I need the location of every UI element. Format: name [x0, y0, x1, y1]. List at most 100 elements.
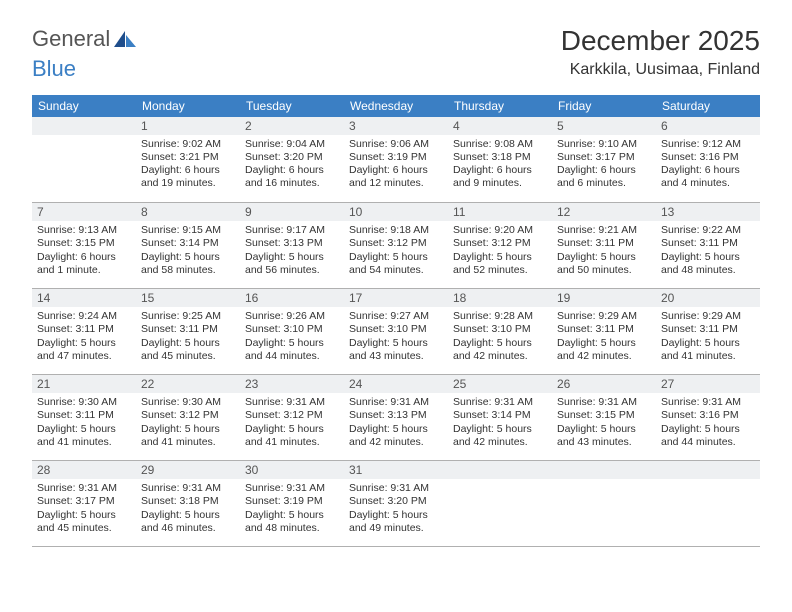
sunset-text: Sunset: 3:11 PM: [141, 323, 235, 336]
sunrise-text: Sunrise: 9:13 AM: [37, 224, 131, 237]
location: Karkkila, Uusimaa, Finland: [561, 61, 760, 79]
calendar-week-row: 28Sunrise: 9:31 AMSunset: 3:17 PMDayligh…: [32, 461, 760, 547]
sunrise-text: Sunrise: 9:31 AM: [245, 396, 339, 409]
day-number: 22: [136, 375, 240, 393]
daylight-text: Daylight: 6 hours and 9 minutes.: [453, 164, 547, 190]
day-number: 14: [32, 289, 136, 307]
sunset-text: Sunset: 3:20 PM: [245, 151, 339, 164]
daylight-text: Daylight: 6 hours and 4 minutes.: [661, 164, 755, 190]
daylight-text: Daylight: 5 hours and 41 minutes.: [141, 423, 235, 449]
sunset-text: Sunset: 3:16 PM: [661, 409, 755, 422]
sunrise-text: Sunrise: 9:18 AM: [349, 224, 443, 237]
day-content: Sunrise: 9:31 AMSunset: 3:19 PMDaylight:…: [240, 479, 344, 539]
day-number: 17: [344, 289, 448, 307]
day-content: Sunrise: 9:08 AMSunset: 3:18 PMDaylight:…: [448, 135, 552, 195]
day-content: Sunrise: 9:30 AMSunset: 3:12 PMDaylight:…: [136, 393, 240, 453]
daylight-text: Daylight: 5 hours and 41 minutes.: [661, 337, 755, 363]
sunrise-text: Sunrise: 9:28 AM: [453, 310, 547, 323]
daylight-text: Daylight: 5 hours and 42 minutes.: [453, 423, 547, 449]
day-content: Sunrise: 9:28 AMSunset: 3:10 PMDaylight:…: [448, 307, 552, 367]
sunrise-text: Sunrise: 9:06 AM: [349, 138, 443, 151]
sunset-text: Sunset: 3:11 PM: [37, 323, 131, 336]
calendar-week-row: 14Sunrise: 9:24 AMSunset: 3:11 PMDayligh…: [32, 289, 760, 375]
calendar-day-cell: 24Sunrise: 9:31 AMSunset: 3:13 PMDayligh…: [344, 375, 448, 461]
sunset-text: Sunset: 3:18 PM: [453, 151, 547, 164]
sunset-text: Sunset: 3:11 PM: [557, 237, 651, 250]
daylight-text: Daylight: 5 hours and 42 minutes.: [453, 337, 547, 363]
calendar-day-cell: 4Sunrise: 9:08 AMSunset: 3:18 PMDaylight…: [448, 117, 552, 203]
day-content: Sunrise: 9:17 AMSunset: 3:13 PMDaylight:…: [240, 221, 344, 281]
day-content: Sunrise: 9:22 AMSunset: 3:11 PMDaylight:…: [656, 221, 760, 281]
day-number: 28: [32, 461, 136, 479]
day-content: Sunrise: 9:13 AMSunset: 3:15 PMDaylight:…: [32, 221, 136, 281]
calendar-day-cell: [448, 461, 552, 547]
calendar-table: Sunday Monday Tuesday Wednesday Thursday…: [32, 95, 760, 548]
sunset-text: Sunset: 3:17 PM: [37, 495, 131, 508]
day-number: 31: [344, 461, 448, 479]
sunset-text: Sunset: 3:19 PM: [349, 151, 443, 164]
sunset-text: Sunset: 3:15 PM: [37, 237, 131, 250]
calendar-day-cell: 5Sunrise: 9:10 AMSunset: 3:17 PMDaylight…: [552, 117, 656, 203]
calendar-day-cell: 13Sunrise: 9:22 AMSunset: 3:11 PMDayligh…: [656, 203, 760, 289]
day-content: Sunrise: 9:31 AMSunset: 3:13 PMDaylight:…: [344, 393, 448, 453]
calendar-day-cell: 15Sunrise: 9:25 AMSunset: 3:11 PMDayligh…: [136, 289, 240, 375]
day-number: [32, 117, 136, 135]
sunrise-text: Sunrise: 9:24 AM: [37, 310, 131, 323]
sunset-text: Sunset: 3:13 PM: [245, 237, 339, 250]
day-number: 24: [344, 375, 448, 393]
sunset-text: Sunset: 3:12 PM: [453, 237, 547, 250]
sunrise-text: Sunrise: 9:30 AM: [37, 396, 131, 409]
sunrise-text: Sunrise: 9:12 AM: [661, 138, 755, 151]
sunrise-text: Sunrise: 9:04 AM: [245, 138, 339, 151]
sunrise-text: Sunrise: 9:31 AM: [349, 396, 443, 409]
sunrise-text: Sunrise: 9:15 AM: [141, 224, 235, 237]
day-content: Sunrise: 9:20 AMSunset: 3:12 PMDaylight:…: [448, 221, 552, 281]
day-content: Sunrise: 9:18 AMSunset: 3:12 PMDaylight:…: [344, 221, 448, 281]
sunset-text: Sunset: 3:16 PM: [661, 151, 755, 164]
day-number: 3: [344, 117, 448, 135]
sunset-text: Sunset: 3:19 PM: [245, 495, 339, 508]
daylight-text: Daylight: 5 hours and 41 minutes.: [245, 423, 339, 449]
sunset-text: Sunset: 3:18 PM: [141, 495, 235, 508]
day-number: 29: [136, 461, 240, 479]
sunrise-text: Sunrise: 9:22 AM: [661, 224, 755, 237]
daylight-text: Daylight: 6 hours and 1 minute.: [37, 251, 131, 277]
daylight-text: Daylight: 6 hours and 16 minutes.: [245, 164, 339, 190]
calendar-day-cell: [552, 461, 656, 547]
calendar-week-row: 7Sunrise: 9:13 AMSunset: 3:15 PMDaylight…: [32, 203, 760, 289]
sunrise-text: Sunrise: 9:31 AM: [349, 482, 443, 495]
calendar-day-cell: [656, 461, 760, 547]
calendar-day-cell: 30Sunrise: 9:31 AMSunset: 3:19 PMDayligh…: [240, 461, 344, 547]
daylight-text: Daylight: 5 hours and 42 minutes.: [557, 337, 651, 363]
sunrise-text: Sunrise: 9:31 AM: [37, 482, 131, 495]
sunrise-text: Sunrise: 9:02 AM: [141, 138, 235, 151]
day-number: 5: [552, 117, 656, 135]
sunrise-text: Sunrise: 9:30 AM: [141, 396, 235, 409]
sunset-text: Sunset: 3:10 PM: [453, 323, 547, 336]
day-number: 18: [448, 289, 552, 307]
sunrise-text: Sunrise: 9:29 AM: [661, 310, 755, 323]
calendar-day-cell: 11Sunrise: 9:20 AMSunset: 3:12 PMDayligh…: [448, 203, 552, 289]
sunset-text: Sunset: 3:12 PM: [349, 237, 443, 250]
calendar-day-cell: 22Sunrise: 9:30 AMSunset: 3:12 PMDayligh…: [136, 375, 240, 461]
sunrise-text: Sunrise: 9:27 AM: [349, 310, 443, 323]
sunset-text: Sunset: 3:11 PM: [661, 237, 755, 250]
day-content: Sunrise: 9:24 AMSunset: 3:11 PMDaylight:…: [32, 307, 136, 367]
calendar-day-cell: 16Sunrise: 9:26 AMSunset: 3:10 PMDayligh…: [240, 289, 344, 375]
day-content: Sunrise: 9:31 AMSunset: 3:16 PMDaylight:…: [656, 393, 760, 453]
month-title: December 2025: [561, 26, 760, 57]
calendar-day-cell: 25Sunrise: 9:31 AMSunset: 3:14 PMDayligh…: [448, 375, 552, 461]
calendar-day-cell: 7Sunrise: 9:13 AMSunset: 3:15 PMDaylight…: [32, 203, 136, 289]
day-number: 15: [136, 289, 240, 307]
sunset-text: Sunset: 3:12 PM: [245, 409, 339, 422]
calendar-day-cell: 17Sunrise: 9:27 AMSunset: 3:10 PMDayligh…: [344, 289, 448, 375]
sail-icon: [112, 29, 138, 49]
daylight-text: Daylight: 5 hours and 48 minutes.: [245, 509, 339, 535]
day-content: Sunrise: 9:04 AMSunset: 3:20 PMDaylight:…: [240, 135, 344, 195]
day-content: Sunrise: 9:31 AMSunset: 3:15 PMDaylight:…: [552, 393, 656, 453]
weekday-header-row: Sunday Monday Tuesday Wednesday Thursday…: [32, 95, 760, 117]
daylight-text: Daylight: 5 hours and 48 minutes.: [661, 251, 755, 277]
day-number: 11: [448, 203, 552, 221]
sunset-text: Sunset: 3:10 PM: [245, 323, 339, 336]
calendar-day-cell: 19Sunrise: 9:29 AMSunset: 3:11 PMDayligh…: [552, 289, 656, 375]
